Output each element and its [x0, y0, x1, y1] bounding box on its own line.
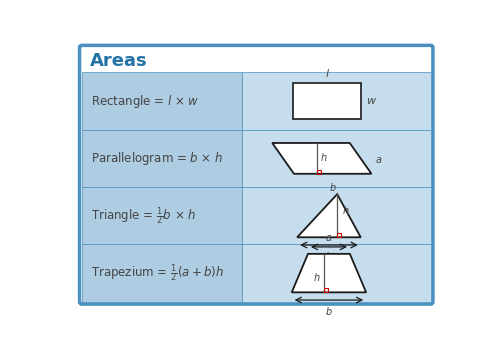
Bar	[242, 130, 430, 187]
Text: $\it{h}$: $\it{h}$	[314, 271, 321, 283]
Bar	[337, 234, 341, 237]
Bar	[82, 72, 242, 130]
Text: Trapezium = $\mathregular{\frac{1}{2}}$$(a + b)h$: Trapezium = $\mathregular{\frac{1}{2}}$$…	[91, 262, 224, 284]
Bar	[82, 130, 242, 187]
Text: Parallelogram = $\it{b}$ × $\it{h}$: Parallelogram = $\it{b}$ × $\it{h}$	[91, 150, 224, 167]
Text: $\it{b}$: $\it{b}$	[329, 181, 336, 193]
FancyBboxPatch shape	[80, 45, 433, 304]
Text: $\it{b}$: $\it{b}$	[325, 305, 333, 317]
Bar	[317, 170, 321, 174]
Text: Areas: Areas	[90, 52, 147, 70]
Text: Triangle = $\mathregular{\frac{1}{2}}$$\it{b}$ × $\it{h}$: Triangle = $\mathregular{\frac{1}{2}}$$\…	[91, 205, 196, 227]
Text: $\it{h}$: $\it{h}$	[320, 151, 328, 163]
Polygon shape	[292, 254, 366, 292]
Bar	[82, 187, 242, 244]
Bar	[242, 187, 430, 244]
Text: $\it{a}$: $\it{a}$	[374, 155, 382, 165]
Text: $\it{w}$: $\it{w}$	[366, 96, 377, 106]
Polygon shape	[297, 194, 360, 237]
Text: $\it{b}$: $\it{b}$	[325, 249, 333, 262]
Bar	[242, 244, 430, 302]
Bar	[242, 72, 430, 130]
Text: $\it{a}$: $\it{a}$	[326, 233, 332, 243]
Text: $\it{h}$: $\it{h}$	[342, 203, 349, 216]
Polygon shape	[272, 143, 372, 174]
Bar	[293, 83, 361, 119]
Text: Rectangle = $\it{l}$ × $\it{w}$: Rectangle = $\it{l}$ × $\it{w}$	[91, 92, 200, 109]
Bar	[82, 244, 242, 302]
Text: $\it{l}$: $\it{l}$	[324, 67, 330, 80]
Bar	[324, 289, 328, 292]
